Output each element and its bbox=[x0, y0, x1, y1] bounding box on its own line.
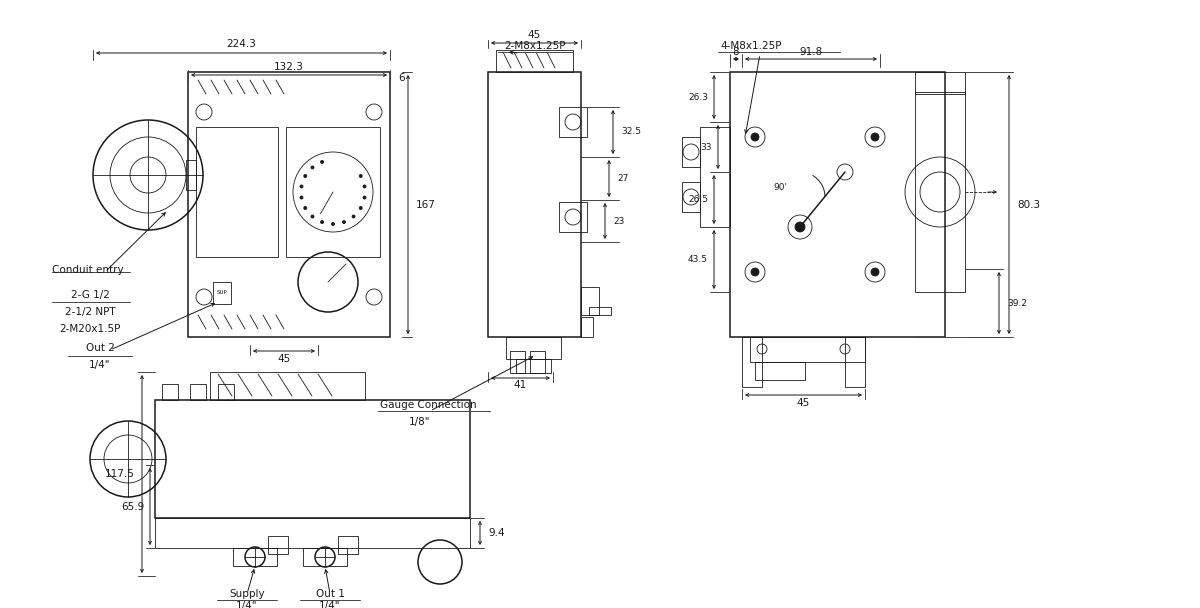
Bar bbox=[233, 548, 277, 566]
Text: 41: 41 bbox=[514, 380, 527, 390]
Circle shape bbox=[364, 185, 366, 188]
Text: 91.8: 91.8 bbox=[799, 47, 823, 57]
Bar bbox=[488, 72, 581, 337]
Text: 1/4": 1/4" bbox=[319, 601, 341, 608]
Bar bbox=[162, 384, 178, 400]
Bar bbox=[916, 72, 965, 94]
Text: 45: 45 bbox=[528, 30, 541, 40]
Text: 45: 45 bbox=[277, 354, 290, 364]
Bar bbox=[196, 127, 278, 257]
Text: 6: 6 bbox=[398, 73, 404, 83]
Text: SUP: SUP bbox=[217, 291, 227, 295]
Text: 26.5: 26.5 bbox=[688, 195, 708, 204]
Text: 2-G 1/2: 2-G 1/2 bbox=[71, 290, 109, 300]
Text: Supply: Supply bbox=[229, 589, 265, 599]
Bar bbox=[155, 400, 470, 518]
Bar bbox=[218, 384, 234, 400]
Bar bbox=[214, 282, 230, 304]
Bar bbox=[506, 337, 562, 359]
Bar bbox=[845, 337, 865, 387]
Circle shape bbox=[359, 174, 362, 178]
Bar bbox=[581, 317, 593, 337]
Text: Gauge Connection: Gauge Connection bbox=[380, 400, 476, 410]
Text: Conduit entry: Conduit entry bbox=[52, 265, 124, 275]
Circle shape bbox=[796, 222, 805, 232]
Circle shape bbox=[300, 196, 302, 199]
Bar bbox=[581, 287, 599, 315]
Bar bbox=[210, 372, 365, 400]
Bar bbox=[268, 536, 288, 554]
Bar bbox=[742, 337, 762, 387]
Text: Out 2: Out 2 bbox=[85, 343, 114, 353]
Circle shape bbox=[751, 268, 760, 276]
Text: 167: 167 bbox=[416, 199, 436, 210]
Text: 117.5: 117.5 bbox=[106, 469, 134, 479]
Text: 43.5: 43.5 bbox=[688, 255, 708, 264]
Circle shape bbox=[352, 215, 355, 218]
Bar bbox=[730, 72, 946, 337]
Bar bbox=[338, 536, 358, 554]
Text: 224.3: 224.3 bbox=[227, 39, 257, 49]
Circle shape bbox=[304, 174, 307, 178]
Circle shape bbox=[331, 223, 335, 226]
Text: 80.3: 80.3 bbox=[1018, 199, 1040, 210]
Circle shape bbox=[320, 161, 324, 164]
Bar bbox=[755, 362, 805, 380]
Circle shape bbox=[311, 166, 314, 169]
Text: 23: 23 bbox=[613, 216, 624, 226]
Text: 26.3: 26.3 bbox=[688, 92, 708, 102]
Text: Out 1: Out 1 bbox=[316, 589, 344, 599]
Text: 90': 90' bbox=[773, 182, 787, 192]
Text: 2-M20x1.5P: 2-M20x1.5P bbox=[59, 324, 121, 334]
Text: 45: 45 bbox=[797, 398, 810, 408]
Text: 9.4: 9.4 bbox=[488, 528, 505, 538]
Bar bbox=[559, 202, 587, 232]
Circle shape bbox=[311, 215, 314, 218]
Bar bbox=[589, 307, 611, 315]
Bar bbox=[186, 160, 196, 190]
Text: 1/8": 1/8" bbox=[409, 417, 431, 427]
Bar bbox=[750, 337, 865, 362]
Circle shape bbox=[320, 221, 324, 224]
Text: 2-1/2 NPT: 2-1/2 NPT bbox=[65, 307, 115, 317]
Bar bbox=[496, 50, 574, 72]
Bar bbox=[302, 548, 347, 566]
Circle shape bbox=[364, 196, 366, 199]
Circle shape bbox=[871, 133, 878, 141]
Text: 1/4": 1/4" bbox=[236, 601, 258, 608]
Circle shape bbox=[359, 207, 362, 210]
Circle shape bbox=[304, 207, 307, 210]
Bar bbox=[682, 182, 700, 212]
Bar bbox=[530, 351, 545, 373]
Text: 65.9: 65.9 bbox=[121, 502, 144, 511]
Bar bbox=[700, 127, 730, 227]
Circle shape bbox=[300, 185, 302, 188]
Text: 2-M8x1.25P: 2-M8x1.25P bbox=[504, 41, 565, 51]
Bar bbox=[155, 518, 470, 548]
Bar bbox=[510, 351, 526, 373]
Text: 27: 27 bbox=[617, 174, 629, 183]
Text: 39.2: 39.2 bbox=[1007, 299, 1027, 308]
Bar bbox=[286, 127, 380, 257]
Bar bbox=[916, 92, 965, 292]
Bar bbox=[188, 72, 390, 337]
Text: 132.3: 132.3 bbox=[274, 62, 304, 72]
Bar bbox=[516, 359, 551, 373]
Text: 8: 8 bbox=[733, 47, 739, 57]
Text: 4-M8x1.25P: 4-M8x1.25P bbox=[720, 41, 781, 51]
Bar bbox=[559, 107, 587, 137]
Bar bbox=[682, 137, 700, 167]
Text: 32.5: 32.5 bbox=[622, 128, 641, 137]
Circle shape bbox=[342, 221, 346, 224]
Text: 1/4": 1/4" bbox=[89, 360, 110, 370]
Bar bbox=[190, 384, 206, 400]
Circle shape bbox=[751, 133, 760, 141]
Text: 33: 33 bbox=[701, 142, 712, 151]
Circle shape bbox=[871, 268, 878, 276]
